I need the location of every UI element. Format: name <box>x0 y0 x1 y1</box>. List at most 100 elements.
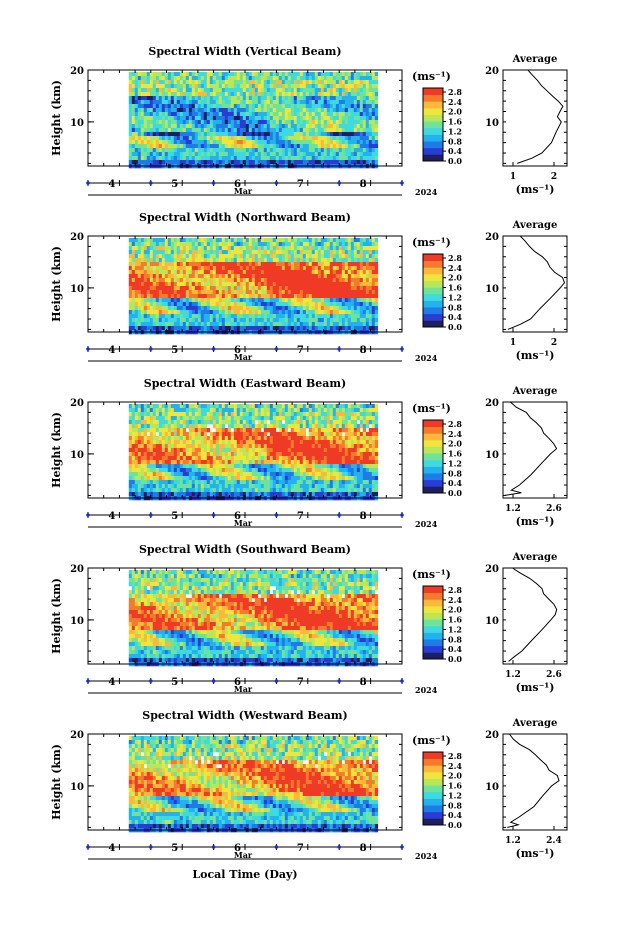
heatmap-cell <box>314 416 319 421</box>
heatmap-cell <box>275 156 280 161</box>
heatmap-cell <box>194 84 199 89</box>
heatmap-cell <box>374 318 379 323</box>
heatmap-cell <box>275 246 280 251</box>
heatmap-cell <box>317 124 322 129</box>
heatmap-cell <box>254 76 259 81</box>
heatmap-cell <box>335 152 340 157</box>
heatmap-cell <box>293 290 298 295</box>
heatmap-cell <box>179 112 184 117</box>
heatmap-cell <box>371 84 376 89</box>
heatmap-cell <box>296 140 301 145</box>
heatmap-cell <box>284 416 289 421</box>
heatmap-cell <box>236 420 241 425</box>
heatmap-cell <box>152 92 157 97</box>
heatmap-cell <box>137 266 142 271</box>
heatmap-cell <box>296 96 301 101</box>
heatmap-cell <box>257 112 262 117</box>
heatmap-cell <box>275 124 280 129</box>
heatmap-cell <box>365 258 370 263</box>
heatmap-cell <box>167 100 172 105</box>
heatmap-cell <box>293 306 298 311</box>
heatmap-cell <box>245 404 250 409</box>
heatmap-cell <box>128 266 133 271</box>
heatmap-cell <box>215 88 220 93</box>
heatmap-cell <box>248 298 253 303</box>
heatmap-cell <box>137 310 142 315</box>
heatmap-cell <box>371 420 376 425</box>
heatmap-cell <box>287 160 292 165</box>
heatmap-cell <box>128 326 133 331</box>
heatmap-cell <box>323 282 328 287</box>
heatmap-cell <box>227 436 232 441</box>
heatmap-cell <box>266 144 271 149</box>
heatmap-cell <box>308 152 313 157</box>
heatmap-cell <box>320 76 325 81</box>
heatmap-cell <box>344 298 349 303</box>
heatmap-cell <box>227 112 232 117</box>
heatmap-cell <box>185 148 190 153</box>
heatmap-cell <box>287 298 292 303</box>
heatmap-cell <box>275 286 280 291</box>
heatmap-cell <box>314 420 319 425</box>
heatmap-cell <box>338 116 343 121</box>
heatmap-cell <box>200 310 205 315</box>
heatmap-cell <box>371 286 376 291</box>
heatmap-cell <box>341 132 346 137</box>
heatmap-cell <box>179 436 184 441</box>
heatmap-cell <box>338 246 343 251</box>
heatmap-cell <box>332 160 337 165</box>
heatmap-cell <box>128 302 133 307</box>
heatmap-cell <box>164 294 169 299</box>
heatmap-cell <box>179 302 184 307</box>
heatmap-cell <box>284 108 289 113</box>
heatmap-cell <box>143 290 148 295</box>
heatmap-cell <box>182 242 187 247</box>
heatmap-cell <box>158 96 163 101</box>
heatmap-cell <box>335 306 340 311</box>
heatmap-cell <box>155 306 160 311</box>
heatmap-cell <box>347 424 352 429</box>
heatmap-cell <box>224 242 229 247</box>
heatmap-cell <box>224 266 229 271</box>
heatmap-cell <box>143 136 148 141</box>
heatmap-cell <box>179 420 184 425</box>
heatmap-cell <box>266 262 271 267</box>
heatmap-cell <box>167 116 172 121</box>
heatmap-cell <box>221 318 226 323</box>
heatmap-cell <box>317 100 322 105</box>
heatmap-cell <box>167 306 172 311</box>
heatmap-cell <box>266 270 271 275</box>
heatmap-cell <box>194 238 199 243</box>
heatmap-cell <box>263 100 268 105</box>
heatmap-cell <box>173 254 178 259</box>
heatmap-cell <box>167 412 172 417</box>
heatmap-cell <box>176 250 181 255</box>
heatmap-cell <box>176 428 181 433</box>
heatmap-cell <box>329 262 334 267</box>
heatmap-cell <box>281 152 286 157</box>
heatmap-cell <box>152 318 157 323</box>
heatmap-cell <box>128 408 133 413</box>
heatmap-cell <box>200 80 205 85</box>
heatmap-cell <box>326 286 331 291</box>
heatmap-cell <box>146 266 151 271</box>
heatmap-cell <box>149 250 154 255</box>
heatmap-cell <box>140 72 145 77</box>
heatmap-cell <box>323 250 328 255</box>
heatmap-cell <box>146 416 151 421</box>
heatmap-cell <box>335 258 340 263</box>
heatmap-cell <box>299 108 304 113</box>
heatmap-cell <box>134 238 139 243</box>
heatmap-cell <box>233 100 238 105</box>
heatmap-cell <box>158 140 163 145</box>
heatmap-cell <box>215 116 220 121</box>
heatmap-cell <box>284 428 289 433</box>
heatmap-cell <box>245 128 250 133</box>
heatmap-cell <box>134 326 139 331</box>
heatmap-cell <box>317 156 322 161</box>
heatmap-cell <box>365 314 370 319</box>
heatmap-cell <box>182 290 187 295</box>
heatmap-cell <box>197 270 202 275</box>
heatmap-cell <box>158 144 163 149</box>
heatmap-cell <box>173 282 178 287</box>
